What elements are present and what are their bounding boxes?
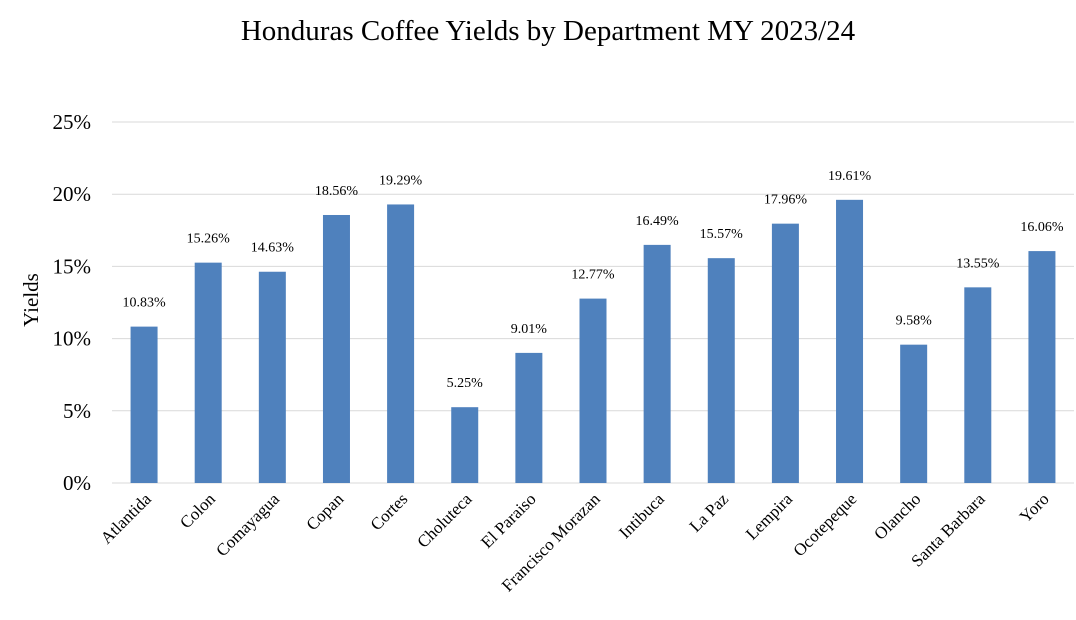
data-label: 9.01% [511, 322, 548, 337]
data-label: 5.25% [447, 376, 484, 391]
bar [387, 204, 415, 483]
data-label: 15.57% [700, 227, 744, 242]
bar [836, 199, 864, 483]
bar [258, 271, 286, 483]
category-label: Choluteca [413, 489, 475, 551]
category-label: Yoro [1016, 489, 1053, 526]
data-label: 17.96% [764, 193, 808, 208]
data-label: 16.06% [1020, 220, 1064, 235]
data-label: 9.58% [896, 314, 933, 329]
y-tick-label: 5% [63, 399, 91, 423]
bar [451, 407, 479, 483]
category-label: La Paz [686, 489, 733, 536]
data-label: 12.77% [571, 268, 615, 283]
category-label: Ocotepeque [790, 489, 861, 560]
category-label: Intibuca [615, 489, 668, 542]
data-label: 18.56% [315, 184, 359, 199]
bar [194, 262, 222, 483]
category-label: Atlantida [97, 489, 155, 547]
data-label: 15.26% [187, 232, 231, 247]
bar [130, 326, 158, 483]
category-label: Cortes [367, 489, 412, 534]
data-label: 16.49% [636, 214, 680, 229]
data-labels: 10.83% 15.26% 14.63% 18.56% 19.29% 5.25% 9.01%… [122, 169, 1063, 391]
y-tick-label: 10% [53, 327, 92, 351]
bar [1028, 251, 1056, 483]
bar [322, 214, 350, 484]
category-label: Colon [176, 489, 219, 532]
y-tick-labels: 0% 5% 10% 15% 20% 25% [53, 110, 92, 495]
y-axis-label: Yields [19, 273, 43, 327]
y-tick-label: 15% [53, 254, 92, 278]
category-label: Lempira [742, 489, 796, 543]
category-label: Olancho [870, 489, 924, 543]
data-label: 19.61% [828, 169, 872, 184]
bar [643, 244, 671, 483]
y-tick-label: 20% [53, 182, 92, 206]
category-label: El Paraiso [477, 489, 540, 552]
bar [515, 352, 543, 483]
bar [900, 344, 928, 483]
chart-title: Honduras Coffee Yields by Department MY … [241, 15, 856, 47]
y-tick-label: 25% [53, 110, 92, 134]
bars [130, 199, 1056, 484]
category-label: Copan [302, 489, 347, 534]
bar [707, 258, 735, 483]
data-label: 14.63% [251, 241, 295, 256]
category-label: Comayagua [212, 489, 283, 560]
y-tick-label: 0% [63, 471, 91, 495]
bar [771, 223, 799, 483]
data-label: 19.29% [379, 173, 423, 188]
data-label: 10.83% [122, 296, 166, 311]
bar [579, 298, 607, 483]
data-label: 13.55% [956, 256, 1000, 271]
bar [964, 287, 992, 483]
